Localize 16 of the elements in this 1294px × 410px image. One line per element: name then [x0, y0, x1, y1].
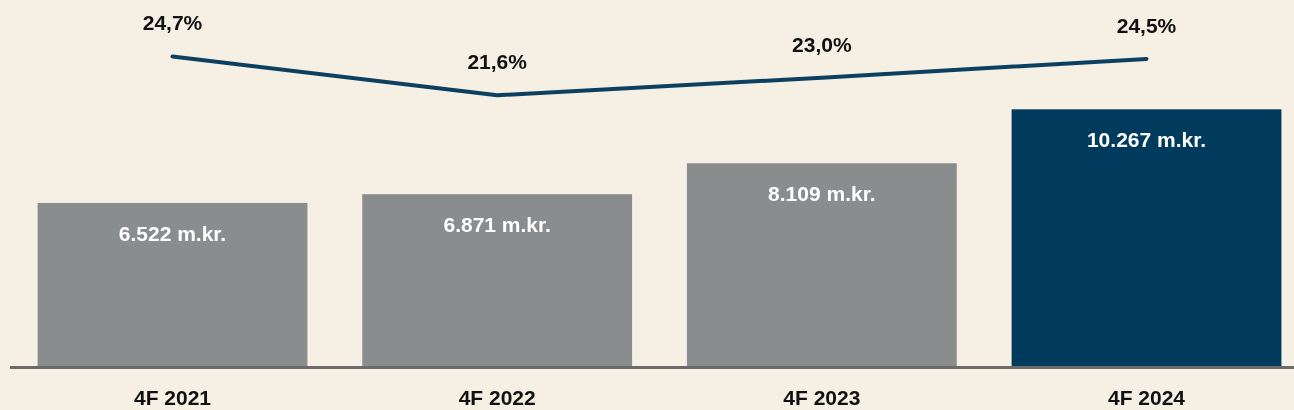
data-label: 10.267 m.kr. — [1086, 128, 1207, 152]
data-label: 24,7% — [142, 11, 203, 35]
x-tick-label: 4F 2023 — [783, 386, 861, 409]
x-tick-label: 4F 2024 — [1107, 386, 1186, 409]
x-tick-label: 4F 2021 — [133, 386, 212, 409]
data-label: 24,5% — [1116, 13, 1177, 37]
data-label: 8.109 m.kr. — [768, 182, 876, 206]
bar — [362, 194, 633, 366]
data-label: 6.522 m.kr. — [118, 221, 227, 245]
data-label: 21,6% — [467, 50, 528, 74]
data-label: 6.871 m.kr. — [443, 213, 551, 237]
x-tick-label: 4F 2022 — [458, 386, 536, 409]
bar — [686, 163, 957, 366]
bar — [37, 202, 308, 366]
bar — [1011, 109, 1282, 366]
data-label: 23,0% — [792, 32, 852, 56]
